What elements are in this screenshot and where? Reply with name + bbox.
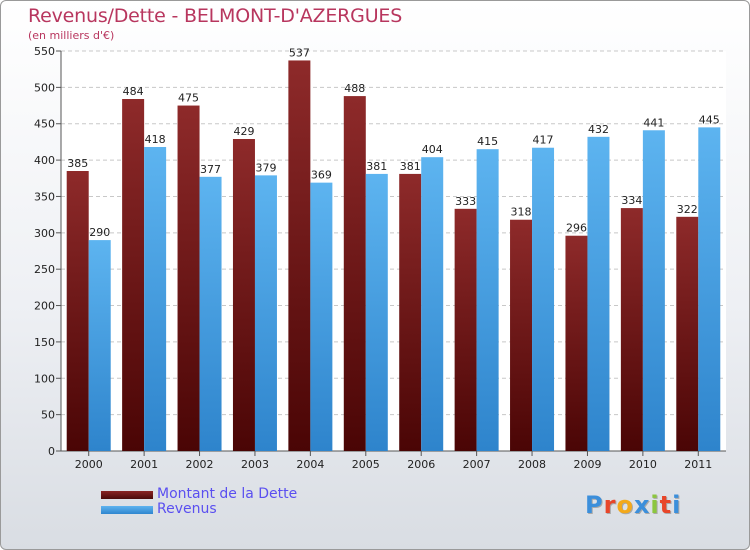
value-label-revenus: 404 xyxy=(422,143,443,156)
proxiti-logo: Proxiti xyxy=(585,491,681,519)
bar-revenus xyxy=(698,127,721,451)
bar-dette xyxy=(66,171,89,451)
x-tick-label: 2001 xyxy=(130,458,158,471)
value-label-revenus: 369 xyxy=(311,169,332,182)
value-label-revenus: 445 xyxy=(699,113,720,126)
value-label-dette: 296 xyxy=(566,222,587,235)
y-tick-label: 350 xyxy=(34,190,55,203)
y-tick-label: 450 xyxy=(34,118,55,131)
y-tick-label: 500 xyxy=(34,81,55,94)
bar-revenus xyxy=(532,147,555,451)
chart-subtitle: (en milliers d'€) xyxy=(28,29,115,42)
value-label-revenus: 377 xyxy=(200,163,221,176)
value-label-dette: 537 xyxy=(289,46,310,59)
y-tick-label: 0 xyxy=(48,445,55,458)
logo-letter: t xyxy=(659,491,673,519)
bar-dette xyxy=(122,99,145,451)
legend: Montant de la Dette Revenus xyxy=(101,487,297,517)
legend-label-dette: Montant de la Dette xyxy=(157,486,298,502)
x-tick-label: 2008 xyxy=(518,458,546,471)
legend-label-revenus: Revenus xyxy=(157,501,217,517)
bar-revenus xyxy=(476,149,499,451)
value-label-revenus: 290 xyxy=(89,226,110,239)
x-tick-label: 2000 xyxy=(75,458,103,471)
bar-revenus xyxy=(365,173,388,451)
bar-dette xyxy=(454,208,477,451)
bar-revenus xyxy=(421,157,444,451)
legend-swatch-revenus xyxy=(101,505,153,514)
bar-revenus xyxy=(199,176,222,451)
bar-revenus xyxy=(642,130,665,452)
bar-revenus xyxy=(310,182,333,452)
bar-dette xyxy=(343,96,366,451)
y-tick-label: 250 xyxy=(34,263,55,276)
bar-dette xyxy=(232,139,255,451)
logo-letter: i xyxy=(672,491,682,519)
x-tick-label: 2002 xyxy=(186,458,214,471)
value-label-revenus: 441 xyxy=(643,116,664,129)
logo-letter: i xyxy=(650,491,660,519)
value-label-revenus: 379 xyxy=(255,161,276,174)
y-tick-label: 550 xyxy=(34,45,55,58)
value-label-dette: 318 xyxy=(511,206,532,219)
logo-letter: o xyxy=(616,491,634,519)
value-label-dette: 322 xyxy=(677,203,698,216)
x-tick-label: 2009 xyxy=(573,458,601,471)
y-tick-label: 300 xyxy=(34,227,55,240)
x-tick-label: 2003 xyxy=(241,458,269,471)
plot-area xyxy=(61,51,726,451)
bar-dette xyxy=(565,235,588,451)
x-tick-label: 2010 xyxy=(629,458,657,471)
value-label-revenus: 417 xyxy=(533,134,554,147)
value-label-revenus: 432 xyxy=(588,123,609,136)
x-tick-label: 2004 xyxy=(296,458,324,471)
value-label-dette: 475 xyxy=(178,92,199,105)
y-tick-label: 100 xyxy=(34,372,55,385)
value-label-dette: 429 xyxy=(233,125,254,138)
y-tick-label: 200 xyxy=(34,300,55,313)
bar-revenus xyxy=(88,240,111,451)
bar-revenus xyxy=(254,175,277,451)
value-label-dette: 488 xyxy=(344,82,365,95)
logo-letter: x xyxy=(633,491,651,519)
logo-letter: r xyxy=(603,491,617,519)
value-label-dette: 334 xyxy=(621,194,642,207)
x-tick-label: 2011 xyxy=(684,458,712,471)
value-label-dette: 385 xyxy=(67,157,88,170)
bar-dette xyxy=(620,208,643,451)
logo-letter: P xyxy=(585,491,604,519)
bar-dette xyxy=(510,219,533,451)
y-tick-label: 400 xyxy=(34,154,55,167)
value-label-dette: 381 xyxy=(400,160,421,173)
value-label-dette: 333 xyxy=(455,195,476,208)
bar-dette xyxy=(288,60,311,452)
y-tick-label: 50 xyxy=(41,409,55,422)
bar-revenus xyxy=(587,136,610,451)
y-tick-label: 150 xyxy=(34,336,55,349)
bar-dette xyxy=(676,216,699,451)
x-tick-label: 2006 xyxy=(407,458,435,471)
value-label-revenus: 381 xyxy=(366,160,387,173)
chart-title: Revenus/Dette - BELMONT-D'AZERGUES xyxy=(28,5,403,27)
x-tick-label: 2007 xyxy=(463,458,491,471)
bar-dette xyxy=(399,173,422,451)
value-label-dette: 484 xyxy=(123,85,144,98)
x-tick-label: 2005 xyxy=(352,458,380,471)
value-label-revenus: 415 xyxy=(477,135,498,148)
legend-swatch-dette xyxy=(101,490,153,499)
legend-item-revenus: Revenus xyxy=(101,502,297,517)
legend-item-dette: Montant de la Dette xyxy=(101,487,297,502)
bar-revenus xyxy=(144,147,167,451)
bar-dette xyxy=(177,105,200,451)
value-label-revenus: 418 xyxy=(145,133,166,146)
